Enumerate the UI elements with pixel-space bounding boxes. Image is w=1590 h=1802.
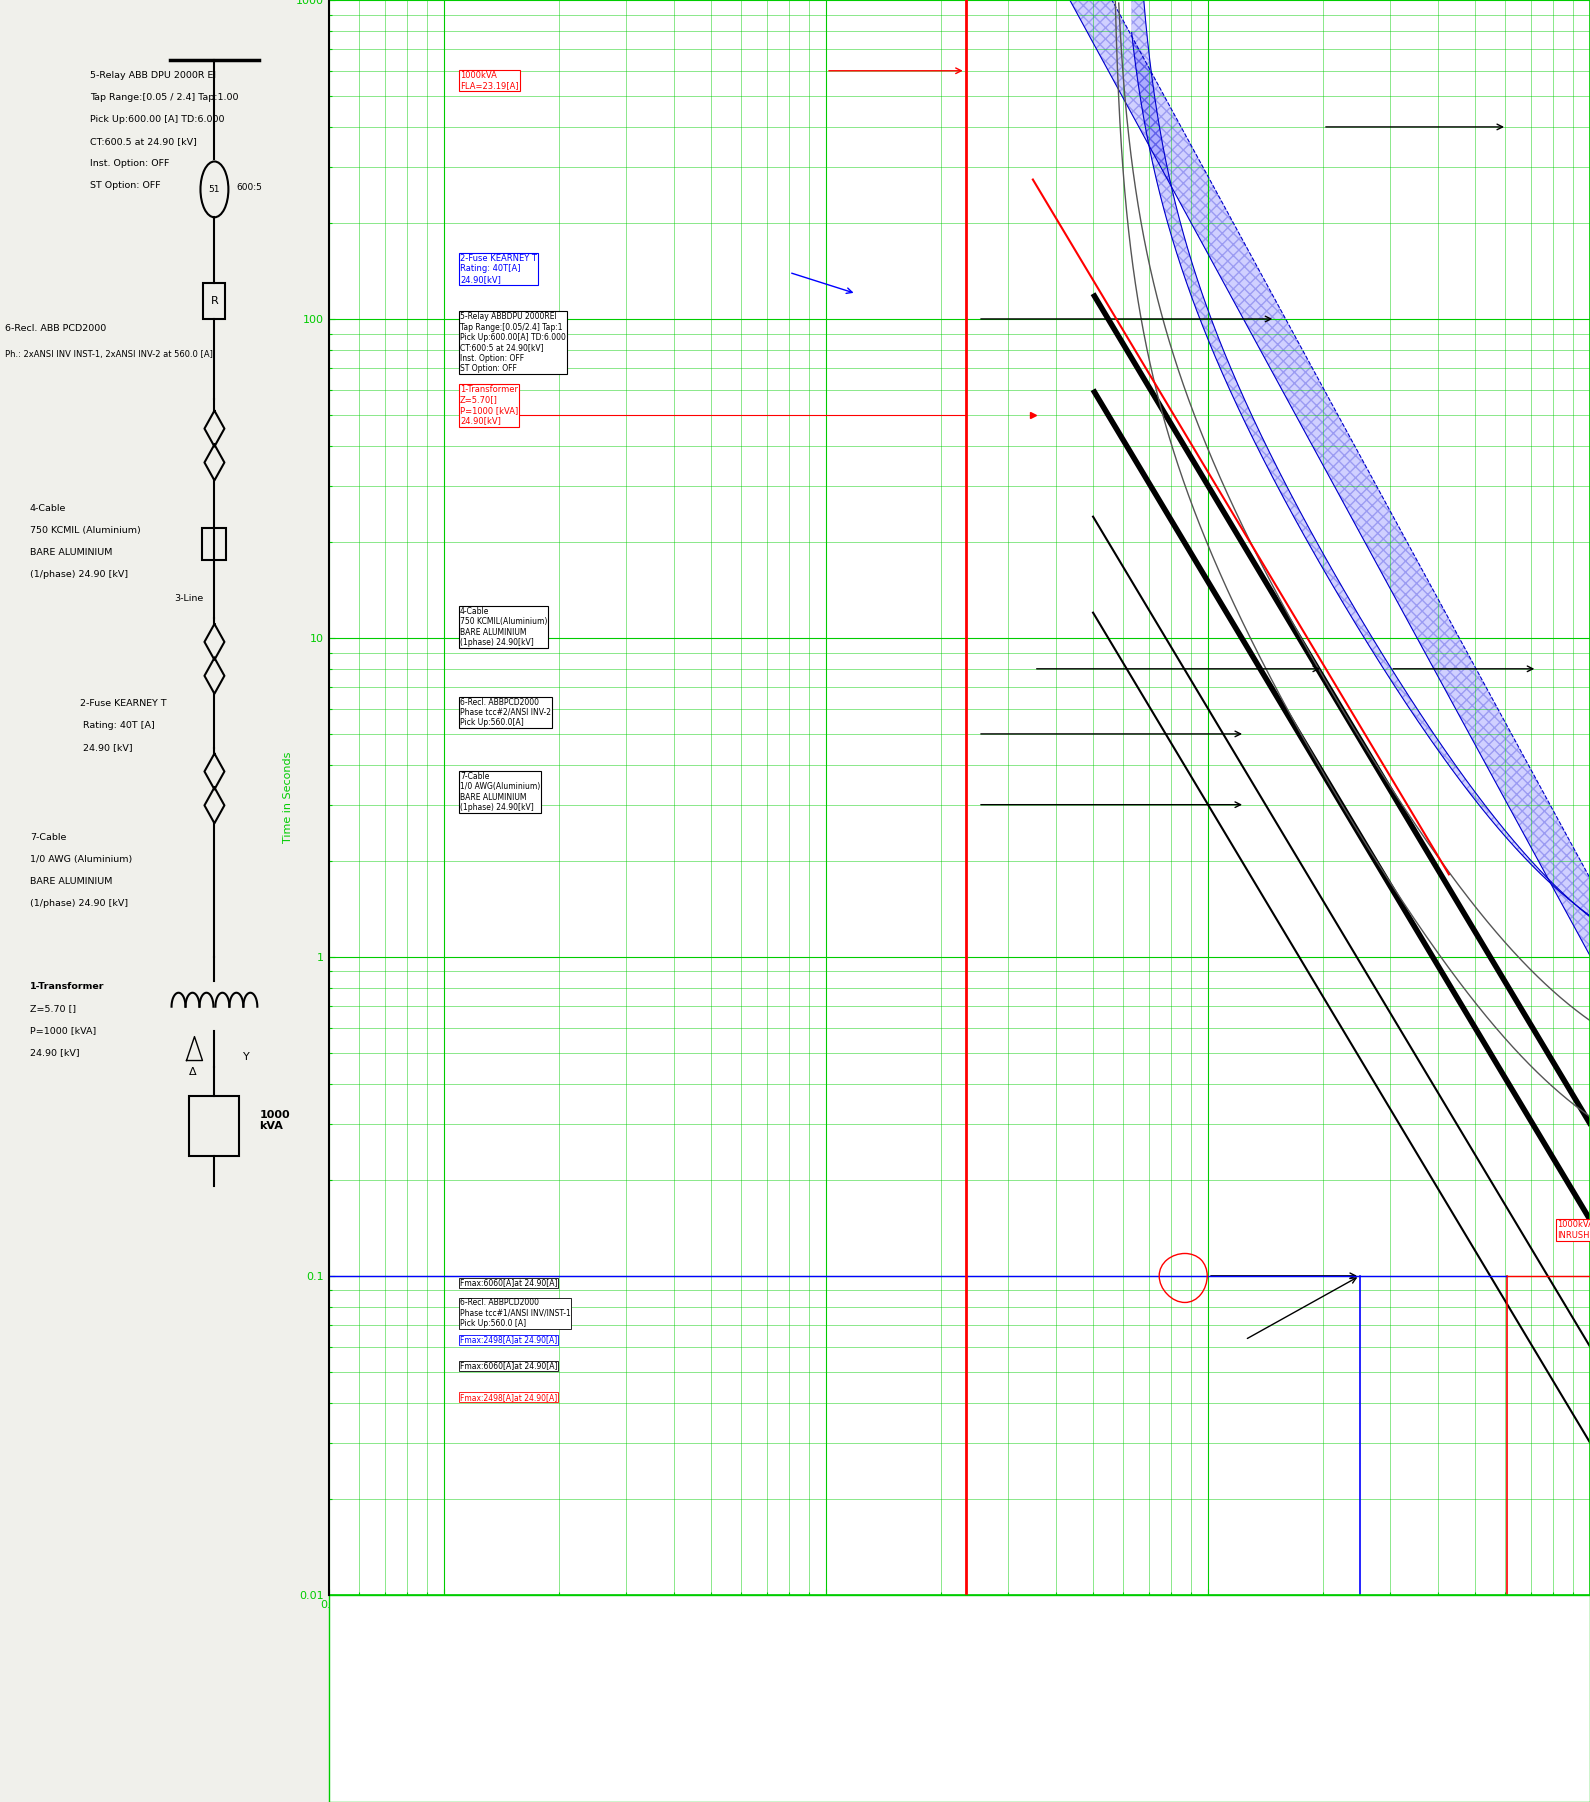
Text: BARE ALUMINIUM: BARE ALUMINIUM — [30, 876, 113, 885]
Text: Fmax:2498[A]at 24.90[A]: Fmax:2498[A]at 24.90[A] — [460, 1335, 556, 1344]
Text: 51: 51 — [208, 186, 219, 195]
Text: 7-Cable: 7-Cable — [30, 833, 67, 842]
Text: 1/0 AWG (Aluminium): 1/0 AWG (Aluminium) — [30, 854, 132, 863]
Text: 24.90 [kV]: 24.90 [kV] — [80, 742, 132, 751]
Text: Δ: Δ — [189, 1067, 196, 1078]
Text: BARE ALUMINIUM: BARE ALUMINIUM — [30, 548, 113, 557]
Text: Pick Up:600.00 [A] TD:6.000: Pick Up:600.00 [A] TD:6.000 — [89, 115, 224, 124]
Text: 1-Transformer
Z=5.70[]
P=1000 [kVA]
24.90[kV]: 1-Transformer Z=5.70[] P=1000 [kVA] 24.9… — [460, 386, 518, 425]
Text: 6-Recl. ABBPCD2000
Phase tcc#2/ANSI INV-2
Pick Up:560.0[A]: 6-Recl. ABBPCD2000 Phase tcc#2/ANSI INV-… — [460, 697, 550, 728]
Y-axis label: Time in Seconds: Time in Seconds — [283, 751, 294, 843]
Bar — [189, 1096, 240, 1157]
Text: ST Option: OFF: ST Option: OFF — [89, 180, 161, 189]
Text: Y: Y — [243, 1052, 250, 1061]
Text: 7-Cable
1/0 AWG(Aluminium)
BARE ALUMINIUM
(1phase) 24.90[kV]: 7-Cable 1/0 AWG(Aluminium) BARE ALUMINIU… — [460, 771, 541, 813]
Text: R: R — [210, 296, 218, 306]
Text: 1-Transformer: 1-Transformer — [30, 982, 105, 991]
Text: Tap Range:[0.05 / 2.4] Tap:1.00: Tap Range:[0.05 / 2.4] Tap:1.00 — [89, 94, 238, 103]
Text: 4-Cable: 4-Cable — [30, 505, 67, 514]
Text: 1000kVA
FLA=23.19[A]: 1000kVA FLA=23.19[A] — [460, 70, 518, 90]
Text: 600:5: 600:5 — [237, 182, 262, 191]
Bar — [204, 283, 226, 319]
Text: Fmax:6060[A]at 24.90[A]: Fmax:6060[A]at 24.90[A] — [460, 1279, 558, 1288]
Text: P=1000 [kVA]: P=1000 [kVA] — [30, 1025, 95, 1034]
Text: Fmax:2498[A]at 24.90[A]: Fmax:2498[A]at 24.90[A] — [460, 1393, 556, 1402]
Text: Ph.: 2xANSI INV INST-1, 2xANSI INV-2 at 560.0 [A]: Ph.: 2xANSI INV INST-1, 2xANSI INV-2 at … — [5, 350, 213, 359]
Text: 6-Recl. ABB PCD2000: 6-Recl. ABB PCD2000 — [5, 324, 107, 333]
Text: 750 KCMIL (Aluminium): 750 KCMIL (Aluminium) — [30, 526, 140, 535]
Text: (1/phase) 24.90 [kV]: (1/phase) 24.90 [kV] — [30, 569, 129, 578]
Text: Rating: 40T [A]: Rating: 40T [A] — [80, 721, 154, 730]
Text: (1/phase) 24.90 [kV]: (1/phase) 24.90 [kV] — [30, 899, 129, 908]
Bar — [202, 528, 226, 560]
Text: 1000
kVA: 1000 kVA — [259, 1110, 289, 1132]
Text: 5-Relay ABBDPU 2000REI
Tap Range:[0.05/2.4] Tap:1
Pick Up:600.00[A] TD:6.000
CT:: 5-Relay ABBDPU 2000REI Tap Range:[0.05/2… — [460, 312, 566, 373]
Text: Z=5.70 []: Z=5.70 [] — [30, 1004, 76, 1013]
Text: 1000kVA
INRUSH=27824[A]: 1000kVA INRUSH=27824[A] — [1557, 1220, 1590, 1240]
Text: 2-Fuse KEARNEY T
Rating: 40T[A]
24.90[kV]: 2-Fuse KEARNEY T Rating: 40T[A] 24.90[kV… — [460, 254, 537, 283]
Text: 5-Relay ABB DPU 2000R EI: 5-Relay ABB DPU 2000R EI — [89, 72, 216, 81]
Text: 6-Recl. ABBPCD2000
Phase tcc#1/ANSI INV/INST-1
Pick Up:560.0 [A]: 6-Recl. ABBPCD2000 Phase tcc#1/ANSI INV/… — [460, 1297, 571, 1328]
Text: CT:600.5 at 24.90 [kV]: CT:600.5 at 24.90 [kV] — [89, 137, 197, 146]
Text: 24.90 [kV]: 24.90 [kV] — [30, 1049, 80, 1058]
Text: 4-Cable
750 KCMIL(Aluminium)
BARE ALUMINIUM
(1phase) 24.90[kV]: 4-Cable 750 KCMIL(Aluminium) BARE ALUMIN… — [460, 607, 547, 647]
Text: Inst. Option: OFF: Inst. Option: OFF — [89, 159, 169, 168]
Text: 3-Line: 3-Line — [175, 593, 204, 602]
Text: Fmax:6060[A]at 24.90[A]: Fmax:6060[A]at 24.90[A] — [460, 1361, 558, 1370]
Text: 2-Fuse KEARNEY T: 2-Fuse KEARNEY T — [80, 699, 167, 708]
